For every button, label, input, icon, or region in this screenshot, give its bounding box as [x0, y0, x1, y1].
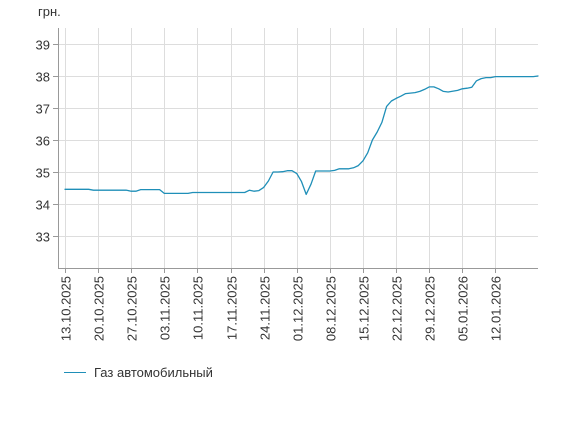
y-unit-label: грн.: [38, 4, 61, 19]
y-tick-label: 34: [36, 198, 50, 213]
x-tick-label: 20.10.2025: [92, 276, 107, 341]
x-tick-label: 27.10.2025: [125, 276, 140, 341]
x-tick-label: 29.12.2025: [423, 276, 438, 341]
y-tick-label: 36: [36, 134, 50, 149]
x-tick-label: 15.12.2025: [357, 276, 372, 341]
series-lines: [64, 75, 539, 196]
x-tick-label: 22.12.2025: [390, 276, 405, 341]
y-tick-label: 33: [36, 230, 50, 245]
x-tick-label: 17.11.2025: [225, 276, 240, 340]
x-tick-label: 13.10.2025: [59, 276, 74, 341]
x-tick-label: 08.12.2025: [324, 276, 339, 341]
x-tick-label: 01.12.2025: [291, 276, 306, 341]
x-tick-label: 03.11.2025: [158, 276, 173, 340]
legend-label: Газ автомобильный: [94, 364, 213, 380]
series-line: [64, 75, 539, 196]
axes: [53, 28, 538, 273]
grid: [58, 28, 538, 268]
tick-labels: 33 34 35 36 37 38 39 13.10.2025 20.10.2025 27.10.…: [36, 38, 504, 342]
legend: Газ автомобильный: [64, 364, 213, 380]
y-tick-label: 35: [36, 166, 50, 181]
x-tick-label: 10.11.2025: [191, 276, 206, 340]
x-tick-label: 24.11.2025: [258, 276, 273, 340]
legend-swatch: [64, 371, 86, 373]
y-tick-label: 37: [36, 102, 50, 117]
y-tick-label: 38: [36, 70, 50, 85]
y-tick-label: 39: [36, 38, 50, 53]
x-tick-label: 12.01.2026: [489, 276, 504, 341]
x-tick-label: 05.01.2026: [456, 276, 471, 341]
